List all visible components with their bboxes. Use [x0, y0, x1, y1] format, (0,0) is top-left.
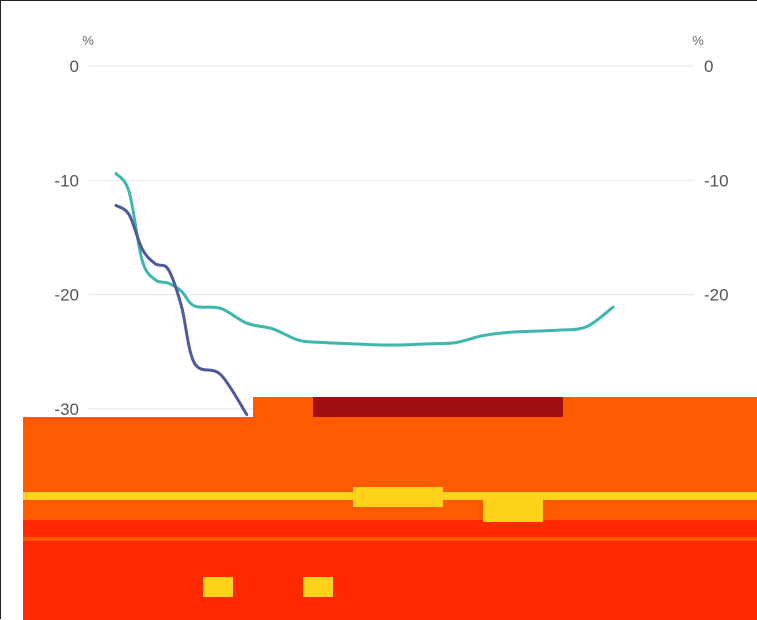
right-tick-label: 0 [704, 57, 713, 76]
series-line-1 [114, 171, 615, 347]
right-tick-label: -20 [704, 286, 729, 305]
left-unit-label: % [82, 33, 94, 48]
left-axis-ticks: 0 -10 -20 -30 [54, 57, 79, 419]
left-tick-label: 0 [70, 57, 79, 76]
grid-lines [89, 65, 694, 410]
right-tick-label: -10 [704, 171, 729, 190]
corrupted-image-region [23, 397, 757, 620]
right-axis-ticks: 0 -10 -20 [704, 57, 729, 305]
left-tick-label: -10 [54, 171, 79, 190]
right-unit-label: % [692, 33, 704, 48]
series-line-2 [114, 203, 249, 417]
left-tick-label: -20 [54, 286, 79, 305]
left-tick-label: -30 [54, 400, 79, 419]
series-lines [114, 171, 615, 417]
